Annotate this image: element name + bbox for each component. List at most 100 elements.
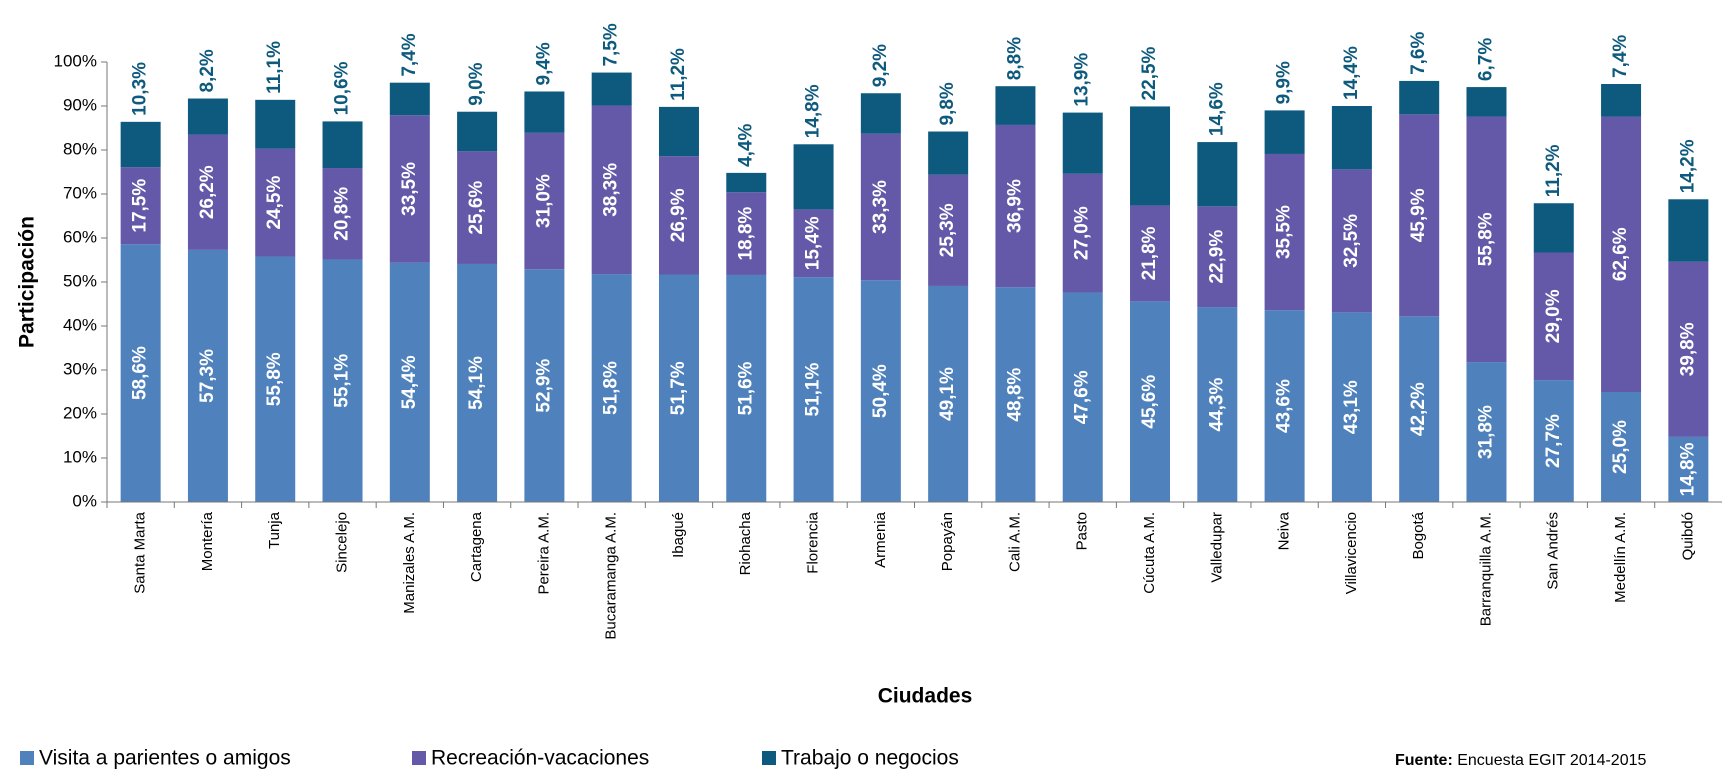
bar-segment <box>187 98 228 135</box>
bar-segment <box>1668 261 1709 437</box>
data-label: 9,0% <box>466 62 487 105</box>
data-label: 58,6% <box>130 346 151 400</box>
bar-segment <box>793 277 834 502</box>
bar-segment <box>860 93 901 134</box>
bar-segment <box>457 263 498 502</box>
data-label: 50,4% <box>870 364 891 418</box>
legend-label: Visita a parientes o amigos <box>39 747 291 770</box>
data-label: 14,8% <box>803 84 824 138</box>
bar-segment <box>1331 106 1372 170</box>
data-label: 14,2% <box>1677 139 1698 193</box>
bar-segment <box>1062 173 1103 293</box>
data-label: 24,5% <box>264 176 285 230</box>
data-label: 7,6% <box>1408 32 1429 75</box>
data-label: 9,2% <box>870 44 891 87</box>
y-tick-label: 60% <box>63 227 97 246</box>
data-label: 11,2% <box>668 48 689 101</box>
bar-segment <box>1197 142 1238 207</box>
bar-segment <box>995 287 1036 502</box>
x-tick-label: Pasto <box>1074 512 1091 550</box>
bar-segment <box>1601 84 1642 117</box>
source-text: Encuesta EGIT 2014-2015 <box>1457 752 1646 769</box>
bar-segment <box>457 151 498 264</box>
data-label: 25,6% <box>466 181 487 235</box>
source: Fuente: Encuesta EGIT 2014-2015 <box>1395 752 1647 769</box>
data-label: 33,5% <box>399 162 420 216</box>
bar-segment <box>524 91 565 133</box>
bar-segment <box>1668 436 1709 502</box>
bar-segment <box>995 124 1036 288</box>
bar-segment <box>322 259 363 502</box>
legend-label: Recreación-vacaciones <box>431 747 649 770</box>
x-tick-label: Popayán <box>939 512 956 571</box>
x-tick-label: Valledupar <box>1208 512 1225 583</box>
y-tick-label: 90% <box>63 95 97 114</box>
data-label: 11,1% <box>264 41 285 94</box>
data-label: 49,1% <box>937 367 958 421</box>
bar-segment <box>591 274 632 502</box>
bar-segment <box>1533 203 1574 253</box>
data-label: 7,4% <box>1610 35 1631 78</box>
bar-segment <box>928 174 969 286</box>
data-label: 7,4% <box>399 33 420 76</box>
bar-segment <box>658 106 699 157</box>
x-tick-label: Cali A.M. <box>1006 512 1023 572</box>
x-tick-label: Quibdó <box>1679 512 1696 560</box>
data-label: 44,3% <box>1206 377 1227 431</box>
data-label: 47,6% <box>1072 370 1093 424</box>
data-label: 45,9% <box>1408 188 1429 242</box>
bar-segment <box>457 111 498 152</box>
data-label: 14,6% <box>1206 82 1227 136</box>
y-tick-label: 80% <box>63 139 97 158</box>
data-label: 10,3% <box>130 62 151 116</box>
bar-segment <box>591 72 632 106</box>
x-tick-label: Cúcuta A.M. <box>1141 512 1158 594</box>
x-tick-label: Montería <box>199 511 216 571</box>
bar-segment <box>255 99 296 149</box>
data-label: 8,8% <box>1004 37 1025 80</box>
bar-segment <box>591 105 632 275</box>
y-tick-label: 40% <box>63 315 97 334</box>
data-label: 9,4% <box>533 42 554 85</box>
bar-segment <box>860 133 901 281</box>
x-tick-label: Barranquilla A.M. <box>1477 512 1494 626</box>
bar-segment <box>1197 307 1238 502</box>
bar-segment <box>187 249 228 502</box>
bar-segment <box>793 209 834 278</box>
bar-segment <box>1130 301 1171 502</box>
data-label: 21,8% <box>1139 226 1160 280</box>
data-label: 25,3% <box>937 203 958 257</box>
x-tick-label: Manizales A.M. <box>401 512 418 614</box>
bar-segment <box>1331 169 1372 313</box>
data-label: 55,8% <box>264 352 285 406</box>
data-label: 52,9% <box>533 359 554 413</box>
x-axis-title: Ciudades <box>878 685 973 708</box>
data-label: 48,8% <box>1004 368 1025 422</box>
data-label: 4,4% <box>735 123 756 166</box>
data-label: 45,6% <box>1139 375 1160 429</box>
data-label: 22,9% <box>1206 230 1227 284</box>
data-label: 27,7% <box>1543 414 1564 468</box>
y-tick-label: 20% <box>63 403 97 422</box>
data-label: 20,8% <box>332 187 353 241</box>
bar-segment <box>1466 116 1507 363</box>
data-label: 18,8% <box>735 207 756 261</box>
data-label: 32,5% <box>1341 214 1362 268</box>
data-label: 33,3% <box>870 180 891 234</box>
bar-segment <box>1533 252 1574 381</box>
bar-segment <box>389 82 430 116</box>
data-label: 25,0% <box>1610 420 1631 474</box>
data-label: 55,1% <box>332 354 353 408</box>
bar-segment <box>995 86 1036 125</box>
bar-segment <box>1399 316 1440 502</box>
bar-segment <box>255 148 296 257</box>
bar-segment <box>524 269 565 502</box>
bar-segment <box>389 262 430 502</box>
data-label: 14,4% <box>1341 46 1362 100</box>
bar-segment <box>1399 80 1440 115</box>
x-tick-label: Santa Marta <box>132 511 149 593</box>
data-label: 42,2% <box>1408 382 1429 436</box>
y-tick-label: 30% <box>63 359 97 378</box>
data-label: 54,1% <box>466 356 487 410</box>
